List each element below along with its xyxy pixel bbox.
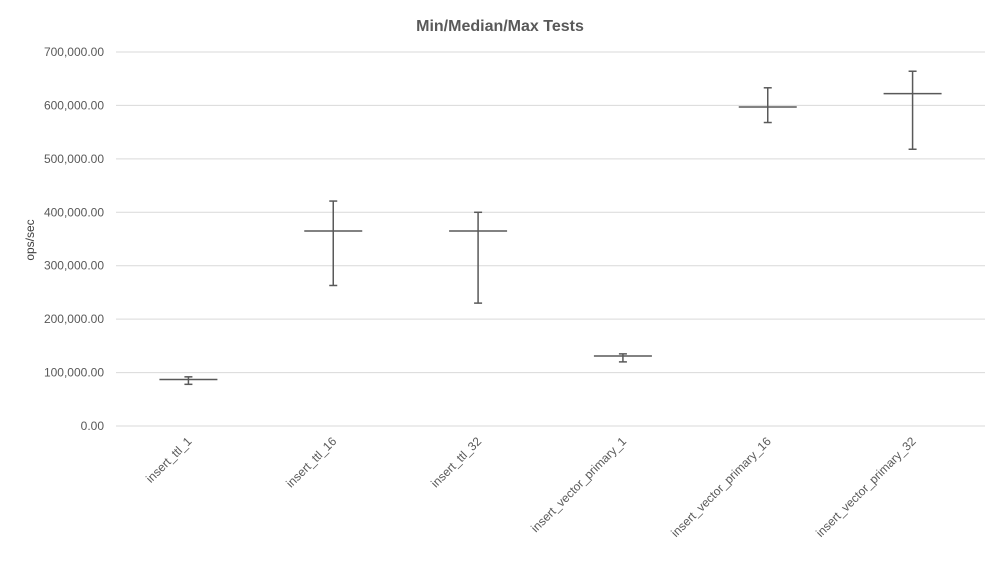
y-tick-label: 300,000.00: [44, 259, 104, 273]
x-tick-label: insert_vector_primary_32: [813, 434, 919, 540]
gridlines: [116, 51, 985, 427]
x-tick-label: insert_ttl_16: [283, 434, 339, 490]
y-tick-label: 200,000.00: [44, 312, 104, 326]
x-tick-label: insert_ttl_32: [428, 434, 484, 490]
y-tick-label: 700,000.00: [44, 45, 104, 59]
x-tick-labels: insert_ttl_1 insert_ttl_16 insert_ttl_32 in…: [143, 434, 919, 540]
y-tick-label: 500,000.00: [44, 152, 104, 166]
y-tick-labels: 0.00 100,000.00 200,000.00 300,000.00 400,00…: [44, 45, 104, 433]
x-tick-label: insert_ttl_1: [143, 434, 195, 486]
y-axis-label: ops/sec: [23, 219, 37, 260]
data-marks: [159, 70, 942, 386]
y-tick-label: 600,000.00: [44, 98, 104, 112]
y-tick-label: 400,000.00: [44, 205, 104, 219]
x-tick-label: insert_vector_primary_16: [668, 434, 774, 540]
y-tick-label: 100,000.00: [44, 366, 104, 380]
chart-title: Min/Median/Max Tests: [416, 18, 584, 35]
y-tick-label: 0.00: [81, 419, 105, 433]
x-tick-label: insert_vector_primary_1: [528, 434, 629, 535]
